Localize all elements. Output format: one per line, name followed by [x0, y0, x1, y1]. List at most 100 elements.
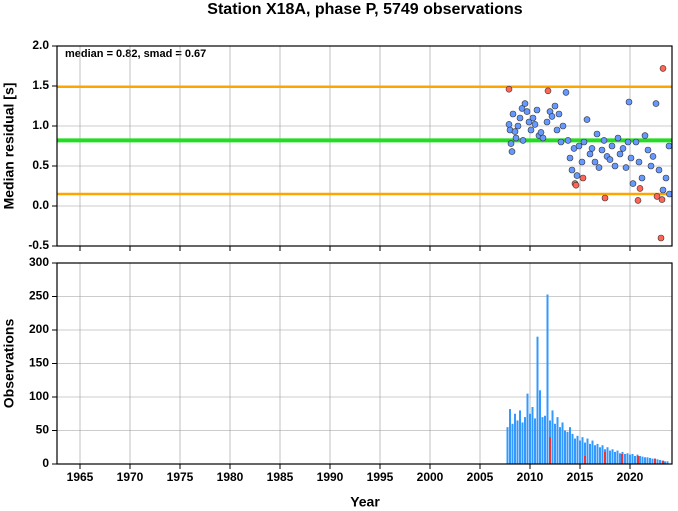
point — [665, 142, 672, 150]
bar — [526, 393, 529, 464]
point — [537, 129, 545, 136]
point — [653, 193, 661, 200]
point — [655, 166, 663, 174]
point — [641, 132, 649, 139]
bar — [546, 294, 549, 464]
x-tick-label: 1965 — [67, 470, 94, 484]
point — [657, 234, 665, 242]
y-tick-label: 250 — [29, 289, 49, 303]
bar — [614, 451, 616, 464]
bar — [529, 413, 531, 464]
point — [627, 154, 635, 162]
point — [533, 106, 541, 114]
point — [505, 121, 513, 128]
point — [583, 116, 591, 123]
bar — [534, 418, 536, 464]
point — [548, 113, 556, 120]
bar — [659, 459, 661, 464]
chart-title: Station X18A, phase P, 5749 observations — [207, 1, 522, 18]
point — [539, 134, 547, 142]
point — [525, 118, 533, 126]
point — [551, 102, 559, 110]
point — [638, 174, 646, 182]
bar — [559, 427, 561, 464]
bar — [531, 407, 534, 464]
y-tick-label: 50 — [36, 423, 50, 437]
bar — [611, 449, 614, 464]
point — [635, 158, 643, 166]
point — [531, 121, 539, 128]
bar — [556, 417, 559, 464]
y-tick-label: 150 — [29, 356, 49, 370]
point — [629, 180, 637, 187]
y-tick-label: 0.5 — [32, 158, 49, 172]
bar — [637, 455, 639, 464]
point — [601, 194, 609, 202]
bar — [521, 422, 524, 464]
bar — [591, 440, 594, 464]
point — [636, 185, 644, 192]
bar — [656, 459, 659, 464]
x-tick-label: 2005 — [467, 470, 494, 484]
bar — [584, 442, 586, 464]
bar — [584, 455, 586, 464]
point — [614, 134, 622, 142]
point — [505, 85, 513, 93]
point — [578, 158, 586, 166]
point — [616, 150, 624, 158]
point — [562, 89, 570, 96]
point — [573, 172, 581, 179]
point — [586, 150, 594, 158]
point — [593, 130, 601, 138]
bar — [509, 409, 511, 464]
bar — [516, 420, 519, 464]
bar — [544, 415, 546, 464]
point — [521, 100, 529, 107]
point — [519, 137, 527, 144]
y-tick-label: 300 — [29, 255, 49, 269]
plot-frame — [56, 262, 673, 465]
point — [508, 148, 516, 155]
bar — [514, 413, 516, 464]
point — [527, 126, 535, 134]
y-tick-label: 0 — [42, 456, 49, 470]
bar — [576, 435, 579, 464]
point — [634, 197, 642, 204]
bar — [589, 443, 591, 464]
annotation: median = 0.82, smad = 0.67 — [65, 48, 206, 60]
y-tick-label: 0.0 — [32, 198, 49, 212]
bar — [601, 445, 604, 464]
bar — [626, 453, 629, 464]
y-tick-label: 2.0 — [32, 38, 49, 52]
bar — [571, 433, 574, 464]
bar — [666, 461, 669, 464]
y-axis-label: Median residual [s] — [1, 83, 17, 210]
y-tick-label: 100 — [29, 389, 49, 403]
bar — [594, 445, 596, 464]
point — [564, 137, 572, 144]
bar — [662, 460, 664, 464]
bar — [519, 410, 521, 464]
point — [662, 174, 670, 182]
point — [652, 100, 660, 107]
point — [512, 134, 520, 142]
bar — [599, 447, 601, 464]
point — [572, 181, 580, 189]
bar — [561, 422, 564, 464]
point — [619, 145, 627, 152]
bar — [651, 458, 654, 464]
y-tick-label: 200 — [29, 322, 49, 336]
point — [647, 162, 655, 170]
y-tick-label: -0.5 — [28, 238, 49, 252]
point — [598, 146, 606, 154]
y-axis-label: Observations — [1, 319, 17, 409]
y-tick-label: 1.5 — [32, 78, 49, 92]
point — [544, 87, 552, 95]
point — [666, 190, 672, 198]
bar — [646, 457, 649, 464]
bar — [634, 455, 636, 464]
point — [514, 122, 522, 130]
bar — [606, 447, 609, 464]
bar — [664, 461, 666, 464]
point — [579, 174, 587, 182]
